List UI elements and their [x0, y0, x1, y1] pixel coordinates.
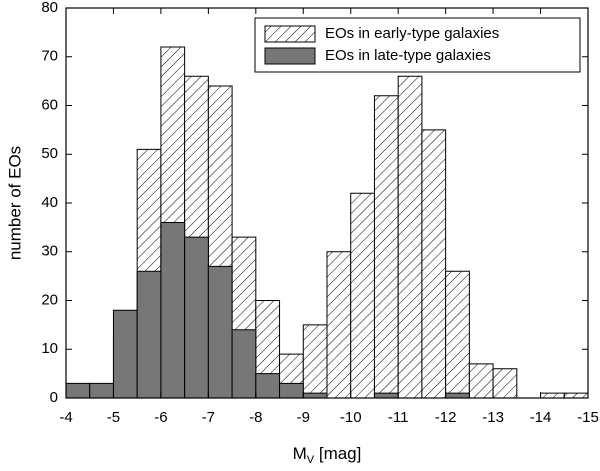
x-axis-label: MV [mag]: [293, 444, 362, 465]
bar: [302, 392, 328, 399]
bar: [184, 236, 209, 399]
y-tick-label: 80: [41, 0, 58, 16]
x-tick-label: -15: [577, 409, 599, 426]
y-tick-label: 40: [41, 194, 58, 211]
bar: [373, 95, 399, 399]
x-tick-label: -14: [530, 409, 552, 426]
x-tick-label: -11: [388, 409, 409, 426]
y-tick-label: 20: [41, 291, 58, 308]
legend-label: EOs in early-type galaxies: [325, 25, 499, 42]
x-tick-label: -13: [482, 409, 504, 426]
y-axis-label: number of EOs: [5, 146, 24, 260]
bar: [302, 324, 328, 399]
x-tick-label: -4: [59, 409, 72, 426]
legend: EOs in early-type galaxies EOs in late-ty…: [254, 17, 581, 73]
x-tick-label: -5: [107, 409, 120, 426]
bar: [89, 382, 114, 399]
x-tick-label: -6: [154, 409, 167, 426]
x-tick-label: -9: [297, 409, 310, 426]
x-label-sub: V: [307, 454, 315, 466]
x-tick-label: -7: [202, 409, 215, 426]
bar: [231, 329, 257, 399]
bar: [160, 222, 186, 399]
y-tick-label: 70: [41, 48, 58, 65]
bar: [350, 192, 375, 399]
bar: [468, 363, 494, 399]
bar: [421, 129, 447, 399]
bar: [397, 75, 423, 399]
y-tick-label: 10: [41, 340, 58, 357]
bar: [492, 368, 518, 399]
y-tick-label: 60: [41, 96, 58, 113]
bar: [207, 265, 233, 399]
y-tick-label: 0: [50, 389, 58, 406]
bar: [445, 270, 470, 399]
x-label-rest: [mag]: [314, 444, 361, 463]
bar: [373, 392, 399, 399]
bar: [279, 382, 304, 399]
y-tick-label: 30: [41, 243, 58, 260]
legend-label: EOs in late-type galaxies: [325, 47, 491, 64]
x-tick-label: -10: [340, 409, 362, 426]
x-label-main: M: [293, 444, 307, 463]
bar: [563, 392, 589, 399]
y-tick-label: 50: [41, 145, 58, 162]
bar: [136, 270, 162, 399]
bar: [112, 309, 138, 399]
bar: [540, 392, 565, 399]
x-tick-label: -12: [435, 409, 457, 426]
x-tick-label: -8: [249, 409, 262, 426]
bar: [255, 373, 281, 399]
bar: [326, 251, 352, 399]
legend-swatch: [264, 47, 316, 65]
legend-swatch: [264, 25, 316, 43]
bar: [65, 382, 91, 399]
bar: [445, 392, 470, 399]
